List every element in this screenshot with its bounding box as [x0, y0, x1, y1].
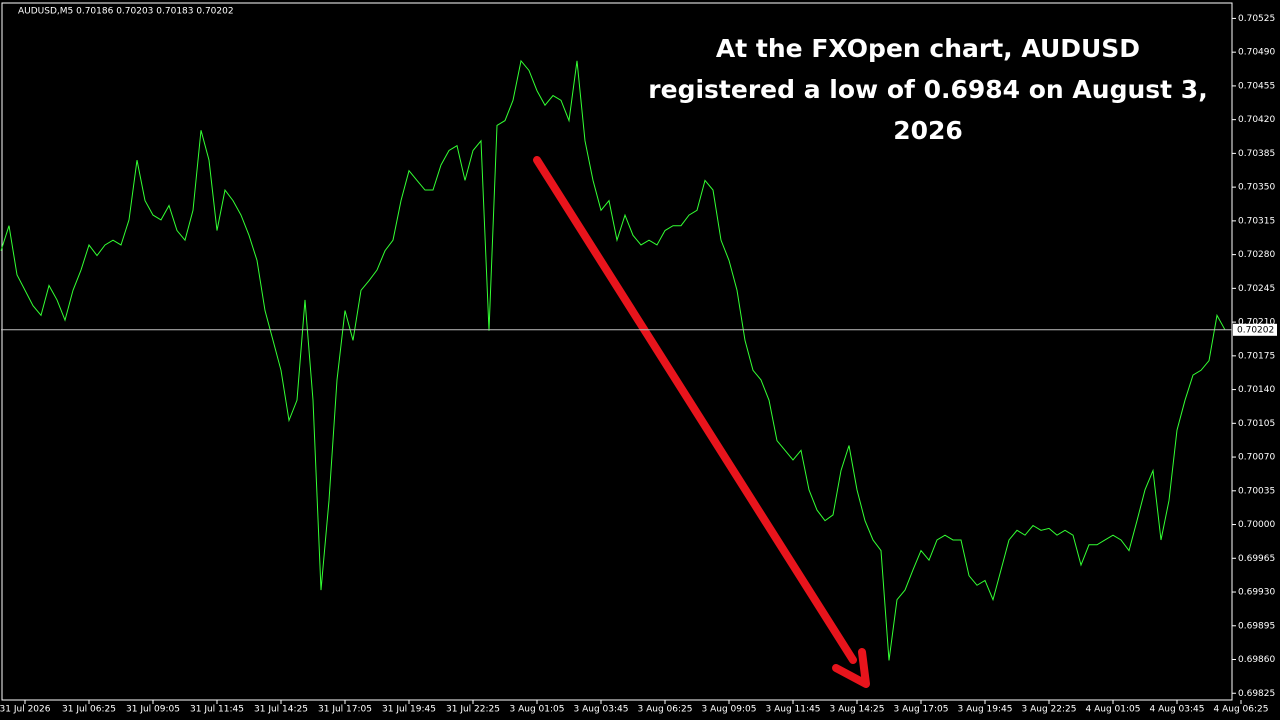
y-tick-label: 0.70315 [1238, 216, 1275, 226]
y-tick-label: 0.70350 [1238, 183, 1275, 193]
x-tick-label: 3 Aug 19:45 [958, 705, 1013, 715]
x-tick-label: 31 Jul 09:05 [126, 705, 180, 715]
y-tick-label: 0.70035 [1238, 486, 1275, 496]
chart-title: AUDUSD,M5 0.70186 0.70203 0.70183 0.7020… [18, 7, 234, 17]
y-tick-label: 0.69895 [1238, 621, 1275, 631]
y-tick-label: 0.70140 [1238, 385, 1275, 395]
x-tick-label: 31 Jul 14:25 [254, 705, 308, 715]
y-tick-label: 0.70280 [1238, 250, 1275, 260]
y-tick-label: 0.69930 [1238, 588, 1275, 598]
x-tick-label: 4 Aug 01:05 [1086, 705, 1141, 715]
x-tick-label: 4 Aug 06:25 [1214, 705, 1269, 715]
y-tick-label: 0.70175 [1238, 351, 1275, 361]
y-tick-label: 0.70490 [1238, 48, 1275, 58]
x-tick-label: 3 Aug 17:05 [894, 705, 949, 715]
x-tick-label: 3 Aug 22:25 [1022, 705, 1077, 715]
price-line-series [0, 59, 1226, 661]
plot-frame [1, 2, 1233, 701]
y-tick-label: 0.70385 [1238, 149, 1275, 159]
x-tick-label: 3 Aug 11:45 [766, 705, 821, 715]
y-tick-label: 0.70455 [1238, 81, 1275, 91]
annotation-line: 2026 [893, 116, 963, 145]
x-tick-label: 31 Jul 06:25 [62, 705, 116, 715]
x-tick-label: 4 Aug 03:45 [1150, 705, 1205, 715]
arrow-head [832, 648, 870, 688]
y-tick-label: 0.70105 [1238, 419, 1275, 429]
y-tick-label: 0.70000 [1238, 520, 1275, 530]
y-tick-label: 0.70525 [1238, 14, 1275, 24]
bid-label-box [1233, 323, 1277, 336]
bid-label: 0.70202 [1237, 325, 1274, 335]
x-tick-label: 3 Aug 03:45 [574, 705, 629, 715]
x-tick-label: 31 Jul 2026 [0, 705, 51, 715]
x-tick-label: 31 Jul 19:45 [382, 705, 436, 715]
y-tick-label: 0.70210 [1238, 318, 1275, 328]
annotation-line: At the FXOpen chart, AUDUSD [716, 34, 1140, 63]
y-tick-label: 0.69965 [1238, 554, 1275, 564]
y-tick-label: 0.70420 [1238, 115, 1275, 125]
arrow-shaft [533, 156, 857, 664]
x-tick-label: 31 Jul 17:05 [318, 705, 372, 715]
x-tick-label: 3 Aug 06:25 [638, 705, 693, 715]
x-tick-label: 31 Jul 22:25 [446, 705, 500, 715]
annotation-line: registered a low of 0.6984 on August 3, [648, 75, 1207, 104]
y-tick-label: 0.69860 [1238, 655, 1275, 665]
x-tick-label: 3 Aug 01:05 [510, 705, 565, 715]
arrow [533, 156, 870, 688]
x-tick-label: 31 Jul 11:45 [190, 705, 244, 715]
x-tick-label: 3 Aug 14:25 [830, 705, 885, 715]
y-tick-label: 0.69825 [1238, 689, 1275, 699]
x-tick-label: 3 Aug 09:05 [702, 705, 757, 715]
y-tick-label: 0.70245 [1238, 284, 1275, 294]
y-tick-label: 0.70070 [1238, 453, 1275, 463]
